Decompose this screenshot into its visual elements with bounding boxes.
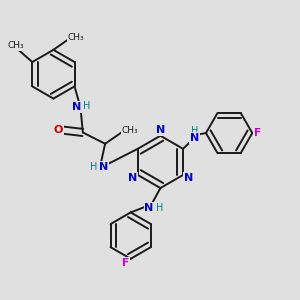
Text: F: F bbox=[122, 258, 129, 268]
Text: N: N bbox=[190, 133, 200, 143]
Text: H: H bbox=[89, 162, 97, 172]
Text: H: H bbox=[191, 126, 199, 136]
Text: N: N bbox=[145, 203, 154, 213]
Text: N: N bbox=[156, 125, 165, 135]
Text: F: F bbox=[254, 128, 261, 138]
Text: N: N bbox=[72, 102, 82, 112]
Text: CH₃: CH₃ bbox=[7, 41, 24, 50]
Text: CH₃: CH₃ bbox=[68, 33, 84, 42]
Text: N: N bbox=[128, 173, 137, 183]
Text: H: H bbox=[83, 101, 91, 111]
Text: N: N bbox=[184, 173, 193, 183]
Text: CH₃: CH₃ bbox=[122, 126, 138, 135]
Text: O: O bbox=[53, 125, 63, 135]
Text: H: H bbox=[156, 203, 164, 213]
Text: N: N bbox=[99, 162, 108, 172]
